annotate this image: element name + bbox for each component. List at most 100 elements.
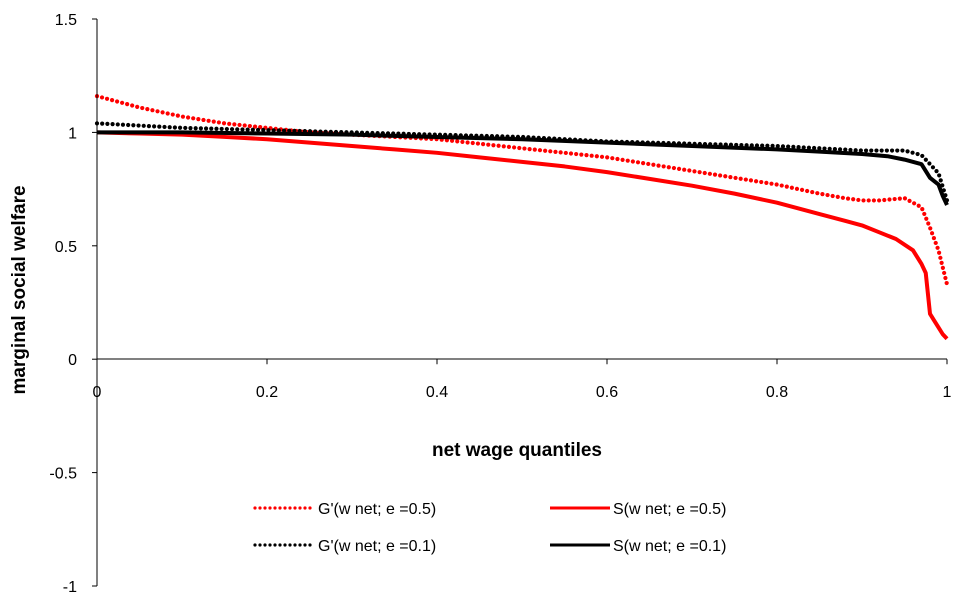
series-4-solid-line — [97, 130, 949, 206]
series-2-point — [157, 124, 162, 129]
x-tick-label: 0 — [93, 384, 102, 401]
legend-label: S(w net; e =0.5) — [613, 501, 726, 518]
series-2-point — [141, 123, 146, 128]
series-2-point — [271, 128, 276, 133]
series-2-point — [250, 127, 255, 132]
series-1-point — [537, 148, 543, 153]
series-2-point — [827, 146, 832, 151]
x-tick-label: 1 — [943, 384, 952, 401]
series-1-point — [191, 116, 196, 121]
series-1-point — [196, 117, 201, 122]
series-1-point — [527, 146, 532, 152]
series-1-point — [733, 175, 738, 181]
series-1-point — [661, 164, 666, 169]
series-1-point — [543, 148, 548, 153]
series-1-point — [851, 197, 856, 202]
series-1-point — [902, 196, 908, 201]
series-1-point — [155, 109, 160, 114]
legend-swatch-dot — [283, 543, 287, 547]
legend-swatch-dot — [278, 506, 282, 510]
series-2-point — [162, 124, 167, 130]
series-1-point — [589, 153, 594, 158]
series-1-point — [584, 153, 589, 158]
series-1-point — [940, 265, 945, 271]
series-1-point — [764, 180, 769, 185]
x-axis-title: net wage quantiles — [432, 440, 602, 461]
legend-swatch-dot — [293, 543, 297, 547]
series-2-point — [177, 125, 183, 130]
legend-label: G'(w net; e =0.5) — [318, 501, 436, 518]
series-1-point — [920, 207, 925, 212]
series-1-point — [753, 179, 759, 184]
series-2-point — [806, 145, 812, 150]
series-1-point — [465, 140, 470, 145]
series-2-point — [240, 127, 245, 132]
series-1-point — [506, 144, 512, 149]
series-1-point — [232, 122, 237, 127]
series-1-point — [610, 156, 615, 161]
series-1-point — [774, 182, 779, 187]
series-2-point — [817, 146, 822, 151]
series-2-point — [281, 128, 287, 133]
legend-swatch-dot — [293, 506, 297, 510]
series-2-point — [900, 148, 905, 153]
series-1-point — [216, 120, 221, 125]
legend-swatch-dot — [263, 543, 267, 547]
series-1-point — [723, 174, 728, 179]
series-2-point — [224, 126, 229, 132]
series-1-point — [944, 280, 949, 286]
series-1-point — [599, 154, 605, 159]
series-2-point — [775, 143, 780, 149]
series-2-point — [822, 146, 827, 151]
series-1-point — [486, 142, 491, 147]
legend-swatch-dot — [298, 543, 302, 547]
series-1-point — [252, 124, 258, 129]
series-2-point — [812, 145, 817, 151]
series-1-point — [501, 144, 506, 149]
legend-swatch-dot — [258, 506, 262, 510]
series-2-point — [934, 169, 939, 174]
legend-swatch-dot — [278, 543, 282, 547]
legend-swatch-dot — [303, 506, 307, 510]
series-1-point — [553, 149, 558, 154]
series-1-point — [449, 138, 455, 143]
series-1-point — [830, 193, 835, 199]
series-1-point — [748, 178, 754, 183]
series-1-point — [939, 260, 944, 265]
legend-item: S(w net; e =0.1) — [550, 538, 726, 555]
series-1-point — [805, 188, 810, 194]
legend-swatch-dot — [288, 543, 292, 547]
series-1-point — [845, 196, 851, 201]
series-1-point — [697, 170, 702, 175]
series-1-point — [568, 151, 574, 156]
series-2-point — [938, 178, 943, 183]
series-1-point — [145, 107, 150, 112]
series-3-solid-line — [96, 130, 949, 341]
series-2-point — [780, 144, 786, 149]
series-2-point — [895, 148, 900, 153]
series-2-point — [136, 123, 141, 128]
series-2-point — [105, 121, 110, 126]
series-2-point — [261, 127, 266, 133]
series-1-point — [574, 151, 579, 157]
series-2-point — [126, 122, 131, 128]
series-2-point — [219, 126, 224, 132]
series-1-point — [630, 159, 635, 164]
series-1-point — [120, 100, 125, 105]
series-2-point — [193, 126, 198, 131]
series-1-point — [779, 183, 784, 188]
series-1-point — [825, 192, 830, 198]
legend-swatch-dot — [268, 506, 272, 510]
series-1-point — [135, 104, 140, 109]
series-1-point — [931, 235, 937, 241]
series-2-point — [229, 127, 235, 132]
series-1-point — [109, 98, 115, 103]
series-1-point — [897, 196, 902, 201]
series-1-point — [641, 161, 646, 166]
y-tick-label: 0 — [68, 352, 77, 369]
series-1-point — [810, 189, 815, 195]
series-1-point — [687, 168, 692, 173]
series-1-point — [907, 198, 912, 203]
series-1-point — [840, 195, 846, 200]
series-1-point — [682, 167, 687, 172]
